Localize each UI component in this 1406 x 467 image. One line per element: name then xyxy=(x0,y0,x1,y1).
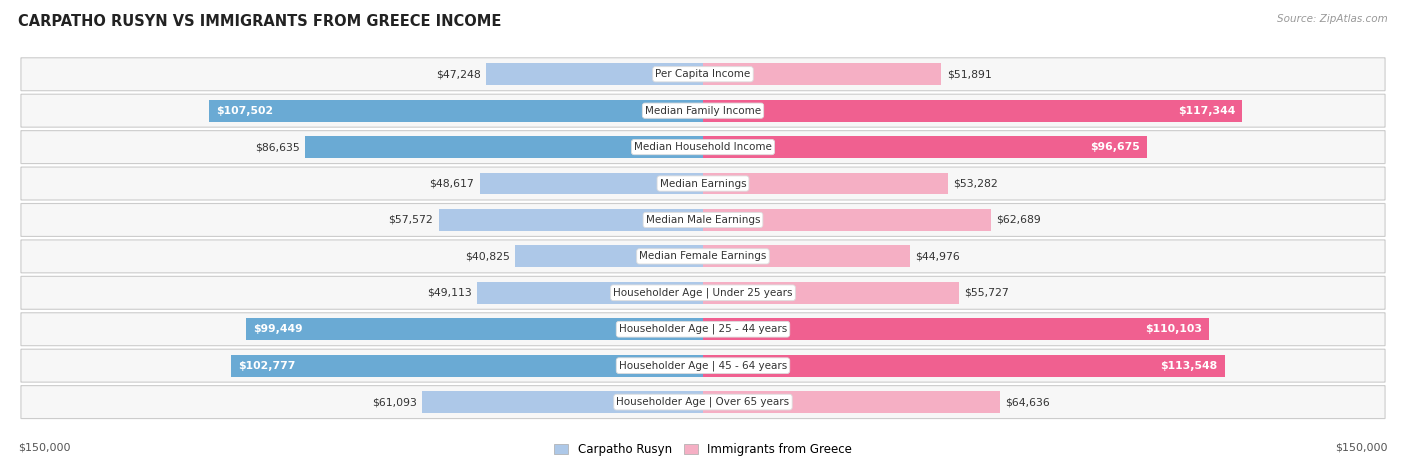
FancyBboxPatch shape xyxy=(231,355,703,376)
Text: $113,548: $113,548 xyxy=(1160,361,1218,371)
FancyBboxPatch shape xyxy=(703,64,942,85)
Text: Median Female Earnings: Median Female Earnings xyxy=(640,251,766,262)
FancyBboxPatch shape xyxy=(439,209,703,231)
FancyBboxPatch shape xyxy=(21,167,1385,200)
Text: $40,825: $40,825 xyxy=(465,251,510,262)
Text: $44,976: $44,976 xyxy=(915,251,960,262)
FancyBboxPatch shape xyxy=(209,100,703,121)
Text: $102,777: $102,777 xyxy=(238,361,295,371)
Text: $53,282: $53,282 xyxy=(953,178,998,189)
Text: $55,727: $55,727 xyxy=(965,288,1010,298)
Text: Per Capita Income: Per Capita Income xyxy=(655,69,751,79)
Text: $62,689: $62,689 xyxy=(997,215,1042,225)
Legend: Carpatho Rusyn, Immigrants from Greece: Carpatho Rusyn, Immigrants from Greece xyxy=(554,444,852,456)
FancyBboxPatch shape xyxy=(21,313,1385,346)
FancyBboxPatch shape xyxy=(486,64,703,85)
FancyBboxPatch shape xyxy=(703,100,1241,121)
Text: Householder Age | 45 - 64 years: Householder Age | 45 - 64 years xyxy=(619,361,787,371)
Text: Source: ZipAtlas.com: Source: ZipAtlas.com xyxy=(1277,14,1388,24)
FancyBboxPatch shape xyxy=(246,318,703,340)
FancyBboxPatch shape xyxy=(422,391,703,413)
Text: $57,572: $57,572 xyxy=(388,215,433,225)
Text: CARPATHO RUSYN VS IMMIGRANTS FROM GREECE INCOME: CARPATHO RUSYN VS IMMIGRANTS FROM GREECE… xyxy=(18,14,502,29)
FancyBboxPatch shape xyxy=(516,246,703,267)
FancyBboxPatch shape xyxy=(21,240,1385,273)
Text: Median Earnings: Median Earnings xyxy=(659,178,747,189)
Text: $86,635: $86,635 xyxy=(254,142,299,152)
Text: $150,000: $150,000 xyxy=(18,443,70,453)
Text: $117,344: $117,344 xyxy=(1178,106,1234,116)
Text: Householder Age | 25 - 44 years: Householder Age | 25 - 44 years xyxy=(619,324,787,334)
Text: $110,103: $110,103 xyxy=(1144,324,1202,334)
Text: $96,675: $96,675 xyxy=(1091,142,1140,152)
Text: Median Household Income: Median Household Income xyxy=(634,142,772,152)
Text: $47,248: $47,248 xyxy=(436,69,481,79)
FancyBboxPatch shape xyxy=(21,386,1385,418)
FancyBboxPatch shape xyxy=(21,58,1385,91)
Text: Householder Age | Over 65 years: Householder Age | Over 65 years xyxy=(616,397,790,407)
FancyBboxPatch shape xyxy=(703,246,910,267)
FancyBboxPatch shape xyxy=(305,136,703,158)
FancyBboxPatch shape xyxy=(703,391,1000,413)
Text: $51,891: $51,891 xyxy=(946,69,991,79)
FancyBboxPatch shape xyxy=(703,209,991,231)
FancyBboxPatch shape xyxy=(703,318,1209,340)
FancyBboxPatch shape xyxy=(703,173,948,194)
Text: Householder Age | Under 25 years: Householder Age | Under 25 years xyxy=(613,288,793,298)
FancyBboxPatch shape xyxy=(21,131,1385,163)
Text: $49,113: $49,113 xyxy=(427,288,472,298)
FancyBboxPatch shape xyxy=(21,204,1385,236)
Text: Median Male Earnings: Median Male Earnings xyxy=(645,215,761,225)
Text: $107,502: $107,502 xyxy=(217,106,273,116)
FancyBboxPatch shape xyxy=(21,94,1385,127)
FancyBboxPatch shape xyxy=(21,349,1385,382)
FancyBboxPatch shape xyxy=(479,173,703,194)
Text: $61,093: $61,093 xyxy=(373,397,418,407)
Text: $48,617: $48,617 xyxy=(429,178,474,189)
Text: Median Family Income: Median Family Income xyxy=(645,106,761,116)
FancyBboxPatch shape xyxy=(703,355,1225,376)
FancyBboxPatch shape xyxy=(21,276,1385,309)
Text: $150,000: $150,000 xyxy=(1336,443,1388,453)
FancyBboxPatch shape xyxy=(703,282,959,304)
Text: $99,449: $99,449 xyxy=(253,324,302,334)
FancyBboxPatch shape xyxy=(478,282,703,304)
Text: $64,636: $64,636 xyxy=(1005,397,1050,407)
FancyBboxPatch shape xyxy=(703,136,1147,158)
